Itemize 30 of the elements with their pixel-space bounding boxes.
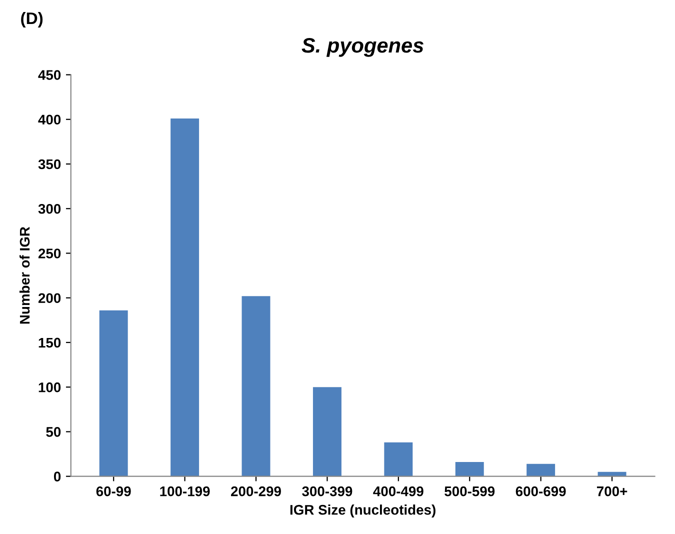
y-axis-title: Number of IGR (19, 226, 30, 324)
text: (D) (21, 12, 43, 28)
bar (455, 462, 484, 476)
x-axis-title: IGR Size (nucleotides) (290, 504, 436, 518)
x-tick-label: 200-299 (231, 486, 281, 496)
y-tick-label: 300 (38, 204, 61, 214)
y-tick-label: 450 (38, 70, 61, 80)
bar (242, 296, 270, 476)
y-tick-label: 200 (38, 293, 61, 304)
bar (526, 464, 556, 476)
x-tick-label: 400-499 (373, 486, 424, 496)
bar (312, 387, 342, 476)
x-tick-label: 60-99 (96, 486, 131, 496)
y-tick-label: 400 (38, 114, 61, 125)
x-tick-label: 700+ (596, 486, 628, 496)
bar (598, 472, 626, 476)
bar (384, 442, 413, 476)
x-tick-label: 500-599 (444, 486, 495, 496)
y-tick-label: 100 (38, 382, 61, 392)
bar (170, 118, 200, 476)
x-tick-label: 100-199 (160, 486, 210, 496)
y-tick-label: 50 (46, 427, 61, 437)
bar (99, 310, 128, 476)
chart-title: S. pyogenes (302, 38, 424, 57)
y-tick-label: 350 (38, 159, 61, 170)
y-tick-label: 150 (38, 338, 61, 348)
x-tick-label: 300-399 (302, 486, 352, 496)
x-tick-label: 600-699 (516, 486, 566, 496)
y-tick-label: 0 (54, 472, 61, 482)
y-tick-label: 250 (38, 248, 61, 258)
